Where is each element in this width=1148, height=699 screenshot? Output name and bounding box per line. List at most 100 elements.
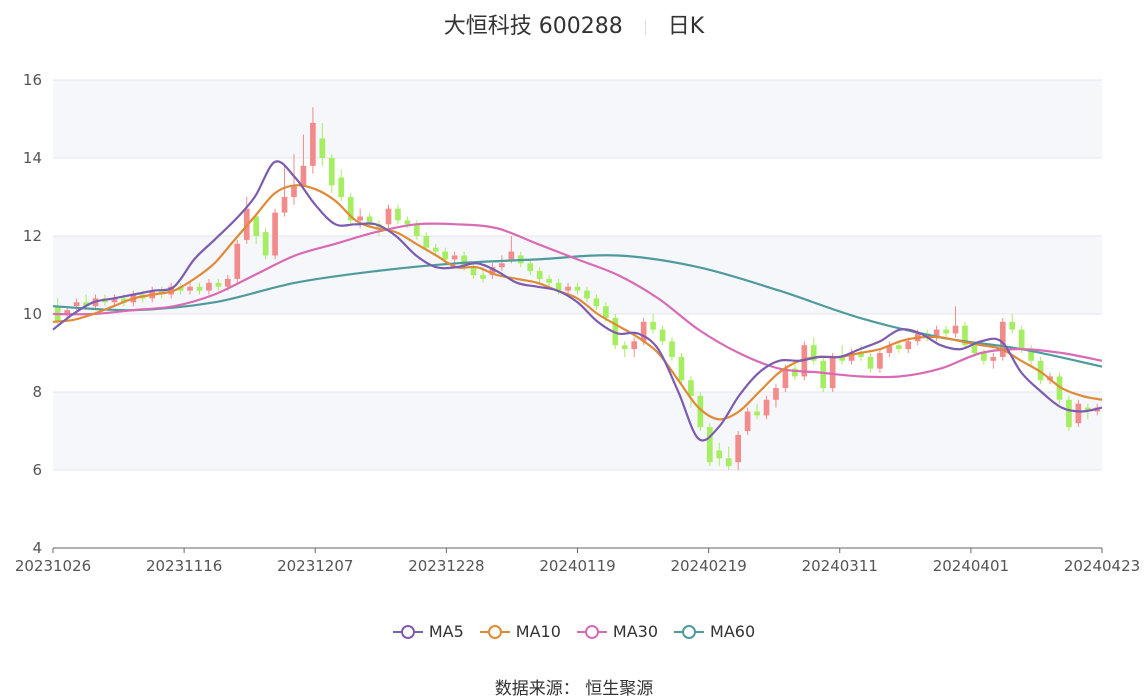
candle-22: [262, 228, 269, 260]
legend-label-ma10: MA10: [515, 622, 561, 641]
candle-body-58: [603, 306, 609, 318]
candle-body-67: [688, 380, 694, 396]
candle-67: [688, 376, 694, 408]
candle-body-65: [669, 341, 675, 357]
candle-95: [952, 306, 959, 338]
band-14: [53, 80, 1102, 158]
candle-body-41: [442, 251, 449, 260]
candle-body-54: [565, 286, 571, 291]
legend-item-ma5[interactable]: MA5: [392, 622, 464, 641]
legend-marker-ma5: [392, 624, 423, 639]
candle-body-55: [574, 286, 581, 291]
candle-26: [300, 134, 307, 190]
background-bands: [53, 80, 1102, 470]
candle-body-101: [1009, 321, 1016, 330]
y-tick-label-12: 12: [23, 227, 42, 245]
x-axis: 20231026 20231116 20231207 20231228 20240119…: [15, 547, 1140, 575]
candle-body-74: [754, 411, 760, 416]
candle-body-18: [224, 278, 231, 287]
candle-52: [546, 275, 552, 287]
candle-body-96: [962, 325, 968, 346]
legend-label-ma5: MA5: [428, 622, 464, 641]
candle-35: [385, 204, 392, 229]
candle-body-57: [593, 298, 600, 307]
candle-body-6: [111, 298, 118, 303]
candle-99: [990, 353, 997, 369]
candle-body-97: [971, 345, 978, 353]
candle-body-38: [414, 224, 420, 236]
candle-body-70: [716, 450, 723, 459]
candle-body-52: [546, 278, 552, 283]
x-tick-label-20240119: 20240119: [539, 557, 615, 575]
candle-body-39: [423, 236, 430, 248]
chart-title: 大恒科技 600288 日K: [0, 8, 1148, 40]
x-tick-label-20231116: 20231116: [146, 557, 222, 575]
candle-body-86: [867, 356, 874, 369]
candle-body-45: [480, 275, 486, 279]
candle-body-69: [706, 427, 713, 463]
candle-body-21: [253, 216, 260, 236]
candle-24: [281, 165, 288, 217]
legend-item-ma30[interactable]: MA30: [576, 622, 658, 641]
candle-15: [196, 282, 203, 295]
candle-100: [999, 317, 1006, 361]
legend-marker-ma60: [674, 624, 705, 639]
candle-body-73: [744, 411, 751, 431]
x-tick-label-20231207: 20231207: [277, 557, 353, 575]
candle-74: [754, 403, 760, 420]
legend-marker-ma30: [576, 624, 607, 639]
candle-body-93: [933, 329, 940, 338]
candle-body-44: [470, 267, 477, 275]
x-tick-label-20240311: 20240311: [802, 557, 878, 575]
candle-body-71: [725, 458, 732, 467]
candle-36: [395, 204, 401, 225]
candle-body-33: [366, 216, 373, 225]
title-separator: [644, 19, 646, 35]
candle-body-62: [640, 321, 647, 342]
candle-65: [669, 337, 675, 361]
candle-46: [489, 263, 496, 279]
candle-body-104: [1037, 360, 1044, 381]
candle-47: [499, 255, 505, 272]
candle-body-14: [187, 286, 193, 291]
candle-body-2: [73, 302, 80, 307]
candle-89: [895, 341, 902, 353]
candle-body-50: [527, 263, 534, 272]
candle-93: [933, 325, 940, 342]
x-tick-label-20231228: 20231228: [408, 557, 484, 575]
candle-body-72: [735, 434, 741, 463]
candle-30: [338, 169, 345, 201]
candle-body-19: [234, 243, 241, 279]
candle-body-31: [347, 197, 354, 221]
candle-body-61: [631, 341, 638, 350]
candle-body-15: [196, 286, 203, 291]
y-tick-label-8: 8: [32, 383, 42, 401]
y-tick-label-14: 14: [23, 149, 42, 167]
candle-body-23: [272, 212, 278, 256]
candle-body-36: [395, 208, 401, 221]
candle-body-81: [820, 360, 827, 389]
legend-item-ma10[interactable]: MA10: [479, 622, 561, 641]
candle-39: [423, 232, 430, 252]
candle-body-89: [895, 345, 902, 350]
candle-body-53: [555, 282, 562, 291]
candle-31: [347, 193, 354, 225]
candle-76: [773, 384, 779, 408]
candle-body-35: [385, 208, 392, 225]
candle-17: [215, 278, 222, 291]
candle-body-83: [839, 356, 845, 361]
candle-body-16: [206, 282, 212, 291]
legend-item-ma60[interactable]: MA60: [674, 622, 755, 641]
candle-body-106: [1056, 376, 1063, 400]
grid-lines: [53, 79, 1102, 471]
candle-28: [319, 122, 326, 166]
candle-108: [1075, 399, 1082, 428]
candle-body-29: [328, 158, 335, 186]
candle-body-26: [300, 165, 307, 186]
candle-72: [735, 431, 741, 470]
candle-106: [1056, 372, 1063, 404]
candle-83: [839, 345, 845, 365]
candle-86: [867, 353, 874, 373]
candle-body-63: [650, 321, 656, 330]
candle-body-87: [877, 353, 883, 369]
